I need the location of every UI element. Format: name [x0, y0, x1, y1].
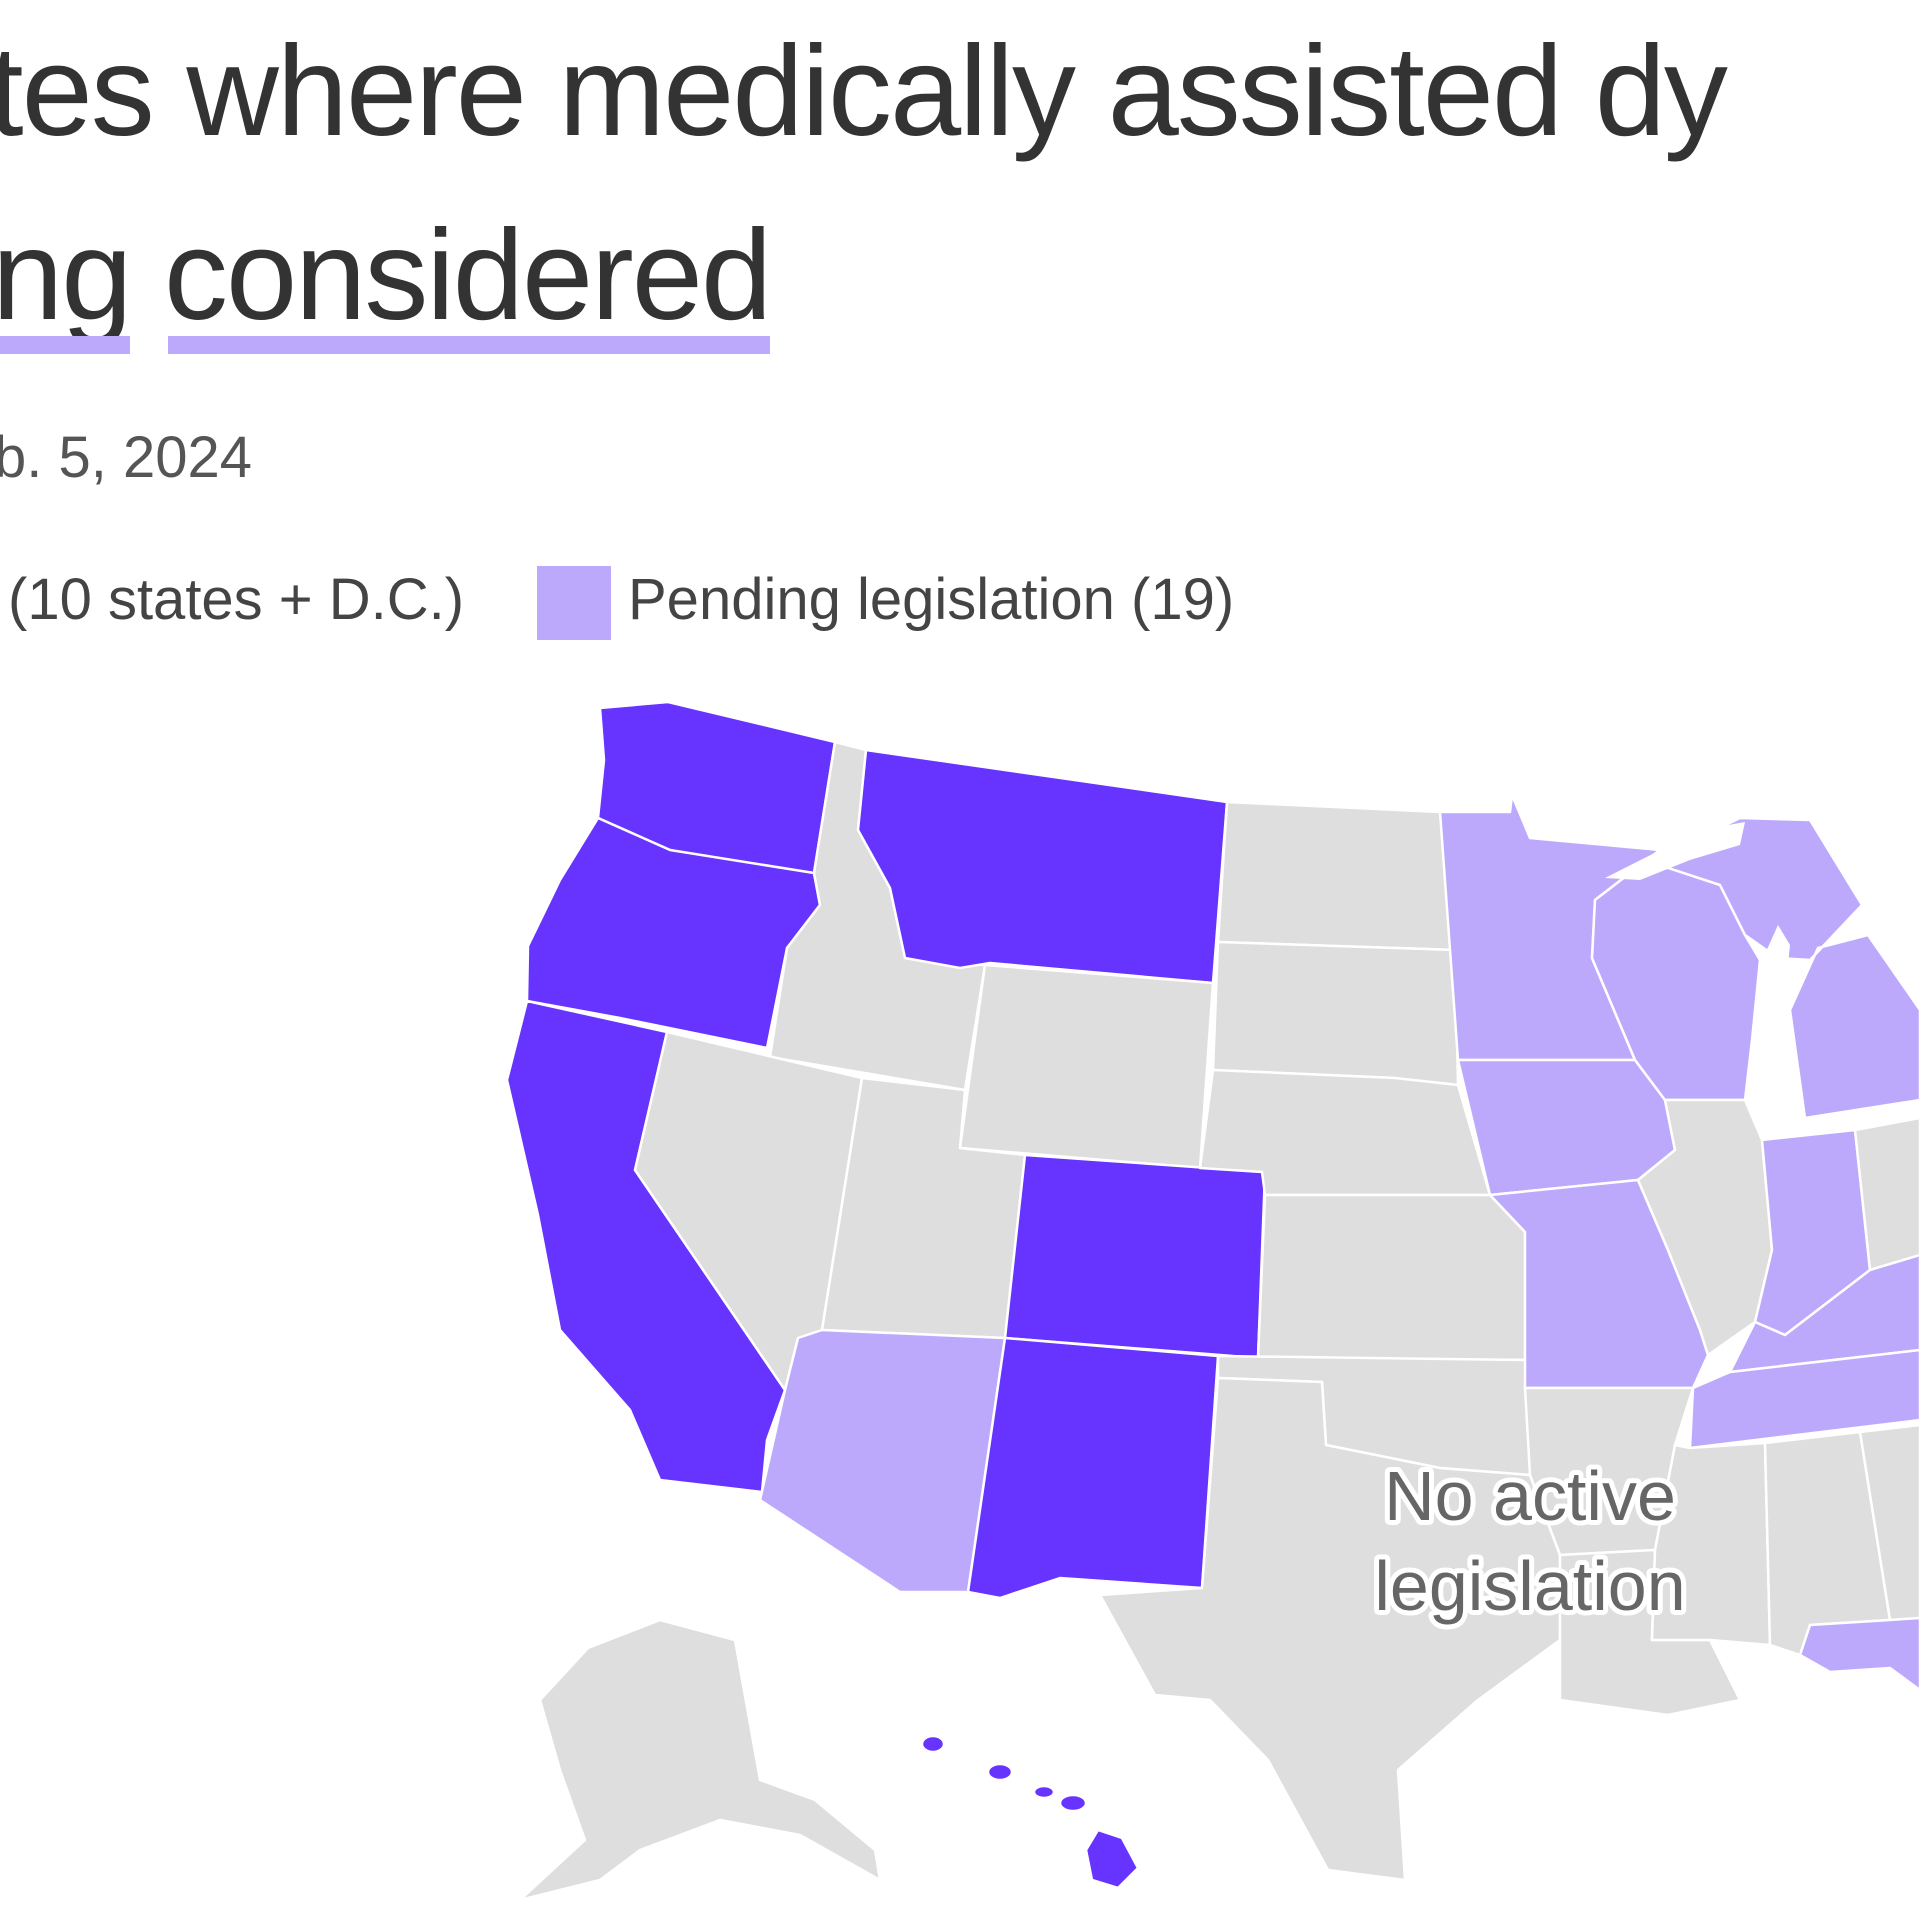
state-new-mexico	[966, 1336, 1220, 1600]
legend-swatch-pending	[537, 566, 611, 640]
chart-title-line-2: ng considered	[0, 204, 772, 354]
state-iowa	[1456, 1058, 1677, 1197]
state-shapes	[505, 700, 1920, 1902]
state-hawaii	[920, 1734, 1140, 1890]
state-michigan	[1648, 816, 1920, 1120]
great-lakes	[1605, 822, 1790, 1080]
state-florida	[1798, 1616, 1920, 1692]
map-annotation-line-2: legislation	[1374, 1547, 1685, 1625]
state-ohio	[1853, 1116, 1920, 1272]
state-north-dakota	[1216, 800, 1457, 952]
state-texas	[1098, 1376, 1562, 1882]
date-subtitle: b. 5, 2024	[0, 425, 252, 490]
state-illinois	[1636, 1098, 1774, 1357]
state-kansas	[1256, 1193, 1527, 1362]
state-south-dakota	[1211, 940, 1460, 1087]
state-alaska	[518, 1618, 882, 1902]
map-annotation-line-1: No active	[1384, 1457, 1676, 1535]
legend-label-pending: Pending legislation (19)	[628, 567, 1235, 632]
state-montana	[856, 748, 1229, 985]
state-oregon	[525, 816, 822, 1050]
state-tennessee	[1688, 1348, 1920, 1450]
chart-title-line-1: tes where medically assisted dy	[0, 20, 1728, 163]
state-arizona	[758, 1328, 1007, 1594]
state-wyoming	[958, 963, 1215, 1170]
title-underlined-word-1: ng	[0, 212, 132, 354]
title-underlined-word-2: considered	[163, 204, 772, 354]
state-colorado	[1003, 1153, 1267, 1360]
legend-label-legal: (10 states + D.C.)	[8, 567, 465, 632]
state-georgia	[1858, 1423, 1920, 1622]
